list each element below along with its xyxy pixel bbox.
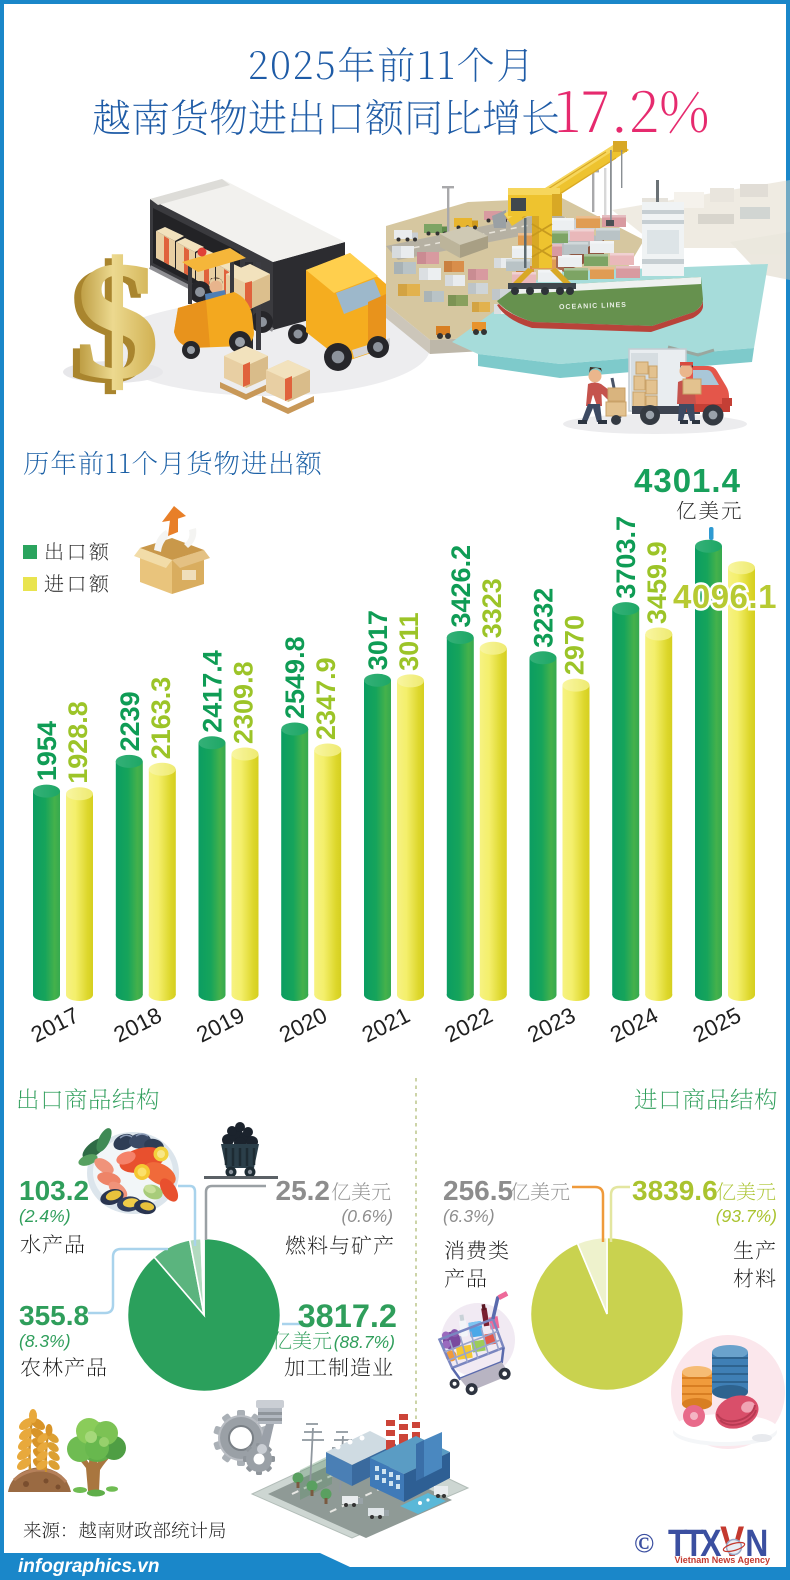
svg-text:3426.2: 3426.2 <box>446 545 476 628</box>
svg-text:infographics.vn: infographics.vn <box>18 1556 159 1577</box>
svg-text:(93.7%): (93.7%) <box>716 1206 777 1226</box>
svg-text:103.2: 103.2 <box>19 1175 89 1206</box>
svg-text:2417.4: 2417.4 <box>198 650 228 733</box>
svg-text:N: N <box>745 1522 768 1564</box>
svg-text:(2.4%): (2.4%) <box>19 1206 71 1226</box>
svg-text:25.2: 25.2 <box>276 1175 331 1206</box>
svg-text:2347.9: 2347.9 <box>311 657 341 740</box>
svg-text:OCEANIC LINES: OCEANIC LINES <box>559 302 627 311</box>
svg-text:2970: 2970 <box>560 615 590 675</box>
svg-text:256.5: 256.5 <box>443 1175 513 1206</box>
svg-text:3839.6: 3839.6 <box>632 1175 718 1206</box>
svg-text:$: $ <box>69 232 152 416</box>
svg-text:4301.4: 4301.4 <box>634 462 741 499</box>
svg-text:3323: 3323 <box>477 578 507 638</box>
svg-text:Vietnam News Agency: Vietnam News Agency <box>674 1555 770 1565</box>
svg-text:2309.8: 2309.8 <box>229 661 259 744</box>
svg-text:(8.3%): (8.3%) <box>19 1331 71 1351</box>
svg-text:3017: 3017 <box>363 610 393 670</box>
svg-text:3011: 3011 <box>394 612 424 671</box>
svg-text:(88.7%): (88.7%) <box>334 1332 395 1352</box>
svg-text:©: © <box>634 1528 654 1558</box>
svg-text:(6.3%): (6.3%) <box>443 1206 495 1226</box>
svg-text:4096.1: 4096.1 <box>673 578 777 615</box>
svg-text:1954: 1954 <box>32 721 62 781</box>
svg-text:(0.6%): (0.6%) <box>341 1206 393 1226</box>
svg-text:3459.9: 3459.9 <box>642 541 672 624</box>
svg-text:3703.7: 3703.7 <box>611 516 641 599</box>
svg-text:TTX: TTX <box>668 1522 722 1564</box>
svg-text:355.8: 355.8 <box>19 1300 89 1331</box>
svg-text:$: $ <box>76 228 159 412</box>
svg-text:3232: 3232 <box>529 588 559 648</box>
svg-text:2163.3: 2163.3 <box>146 677 176 760</box>
svg-text:2239: 2239 <box>115 691 145 751</box>
svg-text:1928.8: 1928.8 <box>63 701 93 784</box>
svg-text:2549.8: 2549.8 <box>280 636 310 719</box>
svg-text:3817.2: 3817.2 <box>298 1298 397 1334</box>
